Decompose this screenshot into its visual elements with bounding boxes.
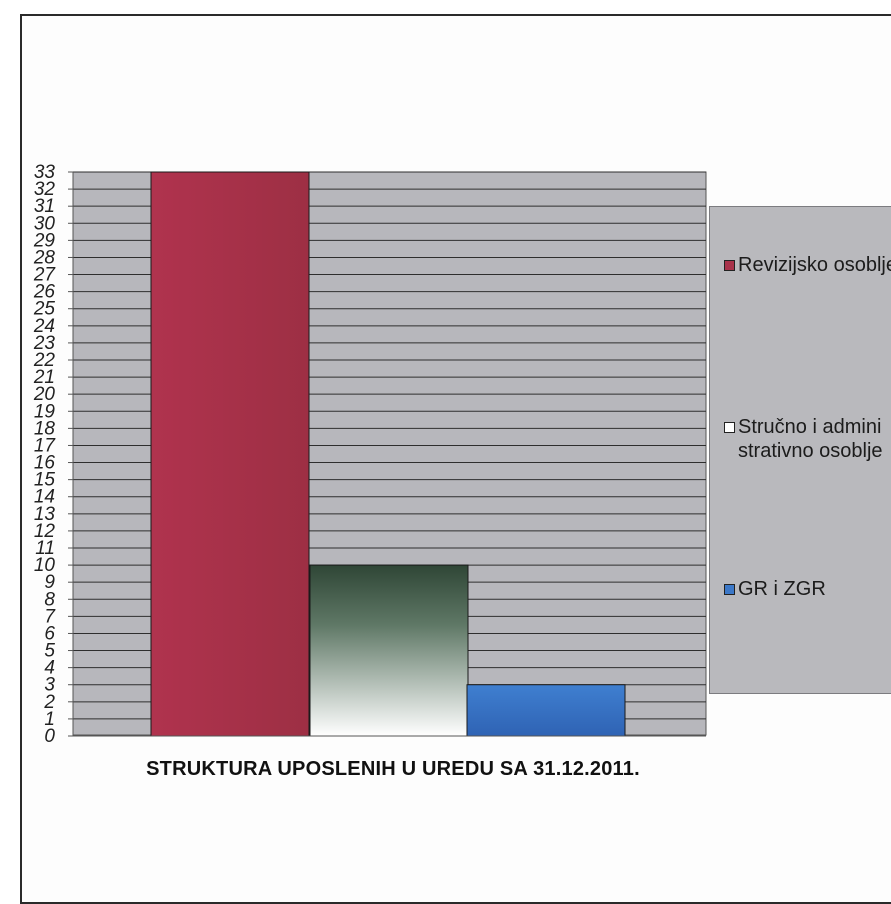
y-tick-label: 20 — [33, 384, 56, 405]
y-tick-label: 1 — [44, 709, 55, 730]
legend-label: Stručno i administrativno osoblje — [738, 416, 883, 462]
y-tick-label: 27 — [33, 265, 57, 286]
y-tick-label: 18 — [34, 418, 56, 439]
y-tick-label: 2 — [43, 692, 55, 713]
y-tick-label: 21 — [33, 367, 55, 388]
bar-strucno-administrativno-osoblje — [309, 564, 469, 737]
bars — [150, 171, 626, 737]
y-tick-label: 31 — [34, 196, 55, 217]
y-tick-label: 28 — [33, 247, 56, 268]
legend-entry-strucno: Stručno i administrativno osoblje — [724, 415, 888, 463]
legend-swatch-icon — [724, 584, 735, 595]
y-tick-label: 13 — [34, 504, 56, 525]
y-tick-label: 14 — [34, 487, 55, 508]
y-tick-label: 5 — [44, 641, 55, 662]
y-tick-label: 32 — [34, 179, 56, 200]
y-tick-label: 30 — [34, 213, 56, 234]
y-tick-label: 9 — [44, 572, 55, 593]
y-tick-label: 0 — [44, 726, 55, 747]
y-tick-label: 23 — [33, 333, 56, 354]
y-tick-label: 3 — [44, 675, 55, 696]
y-tick-label: 12 — [34, 521, 56, 542]
y-tick-label: 24 — [33, 316, 55, 337]
y-tick-label: 15 — [34, 470, 56, 491]
y-tick-label: 10 — [34, 555, 56, 576]
y-tick-label: 25 — [33, 299, 56, 320]
y-tick-label: 6 — [44, 623, 55, 644]
y-tick-label: 29 — [33, 230, 56, 251]
bar-gr-zgr — [466, 684, 626, 737]
legend: Revizijsko osoblje Stručno i administrat… — [709, 206, 891, 694]
legend-swatch-icon — [724, 260, 735, 271]
legend-entry-gr-zgr: GR i ZGR — [724, 577, 891, 601]
y-tick-label: 17 — [34, 435, 57, 456]
y-tick-label: 22 — [33, 350, 56, 371]
y-tick-label: 4 — [44, 658, 55, 679]
legend-label: GR i ZGR — [738, 578, 826, 600]
y-tick-label: 16 — [34, 453, 56, 474]
y-tick-label: 26 — [33, 282, 56, 303]
legend-label: Revizijsko osoblje — [738, 254, 891, 276]
y-axis-ticks: 0123456789101112131415161718192021222324… — [33, 162, 73, 747]
legend-swatch-icon — [724, 422, 735, 433]
y-tick-label: 7 — [44, 606, 56, 627]
y-tick-label: 8 — [44, 589, 55, 610]
y-tick-label: 19 — [34, 401, 56, 422]
y-tick-label: 11 — [35, 538, 55, 559]
bar-revizijsko-osoblje — [150, 171, 310, 737]
chart-title: STRUKTURA UPOSLENIH U UREDU SA 31.12.201… — [146, 758, 640, 780]
y-tick-label: 33 — [34, 162, 56, 183]
legend-entry-revizijsko: Revizijsko osoblje — [724, 253, 891, 277]
